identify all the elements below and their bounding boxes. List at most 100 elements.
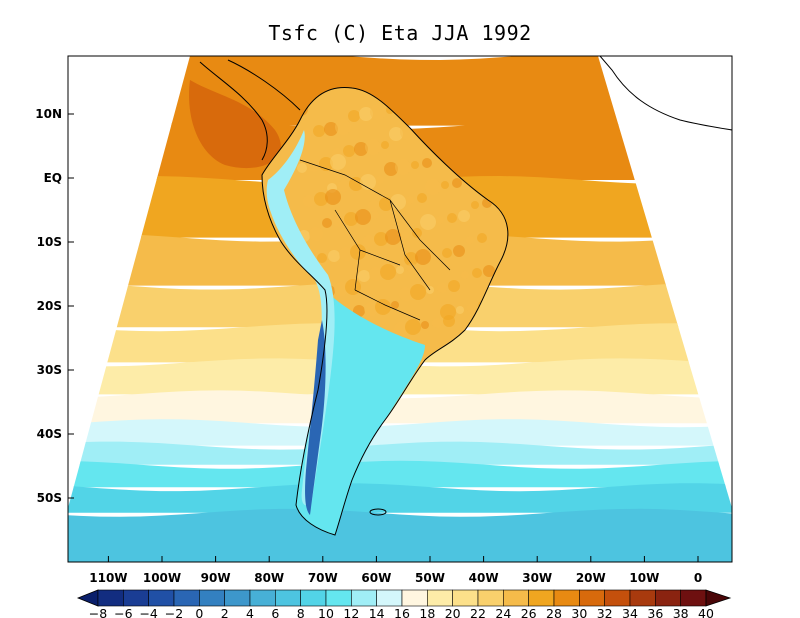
land-texture: [309, 227, 323, 241]
temperature-band: [68, 460, 732, 488]
colorbar-tick-label: 38: [673, 606, 689, 618]
land-texture: [335, 119, 351, 135]
land-texture: [407, 263, 417, 273]
longitude-tick-label: 0: [694, 571, 702, 585]
warm-band-atlantic: [440, 142, 615, 170]
longitude-tick-label: 40W: [469, 571, 499, 585]
latitude-tick-label: 10N: [35, 107, 62, 121]
colorbar-tick-label: 12: [343, 606, 359, 618]
map-title: Tsfc (C) Eta JJA 1992: [268, 21, 531, 45]
land-texture: [456, 306, 464, 314]
land-texture: [313, 125, 325, 137]
land-texture: [461, 271, 469, 279]
temperature-field: [68, 56, 732, 562]
land-texture: [420, 214, 436, 230]
land-texture: [394, 322, 408, 336]
land-texture: [354, 142, 368, 156]
colorbar-tick-label: 4: [246, 606, 254, 618]
colorbar-swatch: [503, 589, 529, 607]
land-texture: [452, 178, 462, 188]
colorbar-tick-label: 14: [369, 606, 385, 618]
land-texture: [412, 228, 422, 238]
colorbar-swatch: [249, 589, 276, 607]
latitude-tick-label: 10S: [37, 235, 62, 249]
colorbar-swatch: [680, 589, 707, 607]
land-texture: [355, 209, 371, 225]
colorbar-swatch: [325, 589, 352, 607]
land-texture: [458, 210, 470, 222]
colorbar: [76, 589, 732, 607]
colorbar-tick-label: 30: [571, 606, 587, 618]
land-texture: [379, 197, 393, 211]
land-texture: [442, 248, 452, 258]
land-texture: [343, 145, 355, 157]
land-texture: [406, 196, 414, 204]
land-texture: [339, 247, 353, 261]
colorbar-swatch: [452, 589, 479, 607]
land-texture: [448, 280, 460, 292]
land-texture: [453, 245, 465, 257]
colorbar-swatch: [528, 589, 555, 607]
land-texture: [396, 266, 404, 274]
land-texture: [425, 179, 441, 195]
colorbar-tick-label: 40: [698, 606, 714, 618]
land-texture: [477, 233, 487, 243]
land-texture: [314, 192, 328, 206]
land-texture: [415, 249, 431, 265]
colorbar-swatch: [351, 589, 377, 607]
colorbar-tick-label: 32: [597, 606, 613, 618]
colorbar-swatch: [199, 589, 225, 607]
colorbar-tick-label: 22: [470, 606, 486, 618]
colorbar-low-arrow: [76, 589, 99, 607]
land-texture: [466, 236, 474, 244]
land-texture: [325, 189, 341, 205]
land-texture: [349, 177, 363, 191]
land-texture: [437, 283, 447, 293]
latitude-tick-label: 20S: [37, 299, 62, 313]
colorbar-tick-label: −2: [165, 606, 183, 618]
colorbar-swatch: [579, 589, 605, 607]
land-texture: [380, 264, 396, 280]
land-texture: [363, 235, 375, 247]
colorbar-swatch: [655, 589, 681, 607]
latitude-tick-label: EQ: [44, 171, 62, 185]
longitude-tick-label: 80W: [254, 571, 284, 585]
land-texture: [432, 318, 442, 328]
country-borders: [299, 159, 451, 321]
colorbar-labels: −8 −6 −4 −2 0 2 4 6 8 10 12 14 16 18 20 22 24 26 28 30 32 34 3…: [89, 606, 714, 618]
colorbar-tick-label: 34: [622, 606, 638, 618]
colorbar-swatch: [376, 589, 403, 607]
land-texture: [401, 231, 409, 239]
land-texture: [472, 268, 482, 278]
land-texture: [389, 127, 403, 141]
longitude-tick-label: 110W: [89, 571, 127, 585]
land-texture: [350, 244, 366, 260]
longitude-tick-label: 10W: [629, 571, 659, 585]
longitude-tick-label: 60W: [361, 571, 391, 585]
temperature-band: [68, 508, 732, 562]
land-texture: [443, 315, 455, 327]
colorbar-swatch: [275, 589, 301, 607]
land-texture: [364, 302, 378, 316]
land-texture: [376, 176, 384, 184]
land-texture: [375, 299, 391, 315]
land-texture: [467, 303, 477, 313]
central-america-coastline: [199, 59, 301, 161]
land-texture: [381, 141, 389, 149]
colorbar-swatch: [553, 589, 580, 607]
longitude-tick-label: 20W: [576, 571, 606, 585]
land-texture: [348, 110, 360, 122]
land-texture: [471, 201, 479, 209]
land-texture: [330, 154, 346, 170]
colorbar-tick-label: 20: [445, 606, 461, 618]
land-texture: [334, 282, 348, 296]
land-texture: [324, 122, 338, 136]
land-texture: [422, 158, 432, 168]
land-texture: [417, 193, 427, 203]
colorbar-tick-label: 0: [195, 606, 203, 618]
land-texture: [297, 163, 307, 173]
land-texture: [390, 194, 406, 210]
colorbar-tick-label: 24: [495, 606, 511, 618]
colorbar-swatch: [148, 589, 175, 607]
map-area: [68, 56, 732, 562]
